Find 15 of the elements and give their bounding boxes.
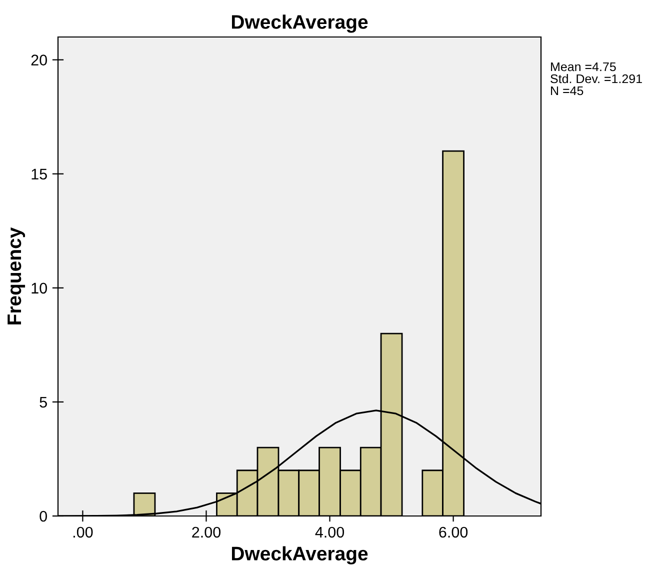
y-tick-label: 15 [32, 168, 47, 180]
x-axis-title: DweckAverage [232, 546, 368, 564]
text: N =45 [551, 86, 584, 96]
x-tick-label: 4.00 [315, 526, 344, 538]
y-tick-label: 5 [40, 396, 47, 408]
x-tick-label: 6.00 [439, 526, 468, 538]
y-tick-label: 0 [40, 510, 47, 522]
text: Std. Dev. =1.291 [550, 74, 642, 84]
y-tick-label: 10 [32, 282, 47, 294]
text: Mean =4.75 [551, 62, 616, 72]
y-axis-title: Frequency [8, 227, 26, 324]
x-tick-label: 2.00 [192, 526, 221, 538]
x-tick-label: .00 [73, 526, 93, 538]
y-tick-label: 20 [31, 54, 47, 66]
chart-title: DweckAverage [232, 14, 368, 33]
